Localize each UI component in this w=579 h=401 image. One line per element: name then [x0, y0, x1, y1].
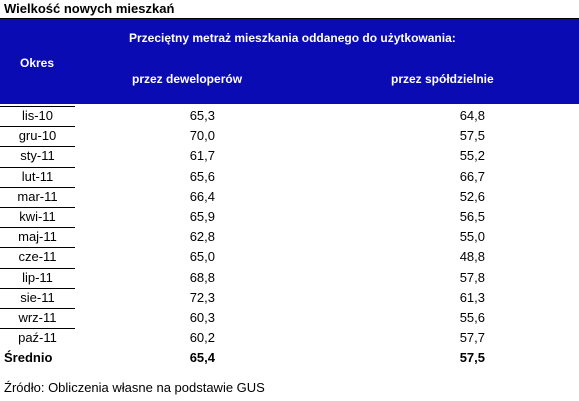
cooperatives-value: 64,8	[459, 108, 485, 123]
cooperatives-value: 55,0	[459, 229, 485, 245]
table-row: gru-10 70,0 57,5	[0, 126, 579, 146]
period-cell: mar-11	[17, 188, 58, 204]
cooperatives-value: 55,6	[459, 309, 485, 325]
row-separator	[0, 328, 75, 330]
period-cell: cze-11	[18, 249, 57, 265]
source-note: Źródło: Obliczenia własne na podstawie G…	[4, 380, 265, 395]
table-row: mar-11 66,4 52,6	[0, 186, 579, 207]
period-cell: maj-11	[18, 229, 57, 245]
period-cell: sty-11	[20, 148, 55, 164]
average-label: Średnio	[4, 350, 53, 366]
table-row: lut-11 65,6 66,7	[0, 166, 579, 187]
table-row: lis-10 65,3 64,8	[0, 106, 579, 126]
cooperatives-value: 57,5	[459, 128, 485, 144]
row-separator	[0, 247, 75, 249]
period-cell: sie-11	[20, 289, 55, 305]
table-row: lip-11 68,8 57,8	[0, 267, 579, 288]
period-cell: paź-11	[18, 330, 57, 346]
table-header: Okres Przeciętny metraż mieszkania oddan…	[0, 19, 579, 104]
developers-value: 60,2	[189, 330, 215, 346]
developers-value: 72,3	[189, 289, 215, 305]
period-cell: kwi-11	[19, 208, 56, 224]
row-separator	[0, 267, 75, 269]
table-row: wrz-11 60,3 55,6	[0, 307, 579, 328]
row-separator	[0, 186, 75, 188]
period-cell: gru-10	[18, 128, 57, 144]
developers-value: 68,8	[189, 269, 215, 285]
header-period: Okres	[20, 56, 55, 70]
period-cell: wrz-11	[18, 309, 57, 325]
developers-value: 70,0	[189, 128, 215, 144]
header-average-area: Przeciętny metraż mieszkania oddanego do…	[129, 31, 456, 45]
developers-value: 60,3	[189, 309, 215, 325]
cooperatives-value: 56,5	[459, 208, 485, 224]
period-cell: lut-11	[21, 168, 54, 184]
developers-value: 62,8	[189, 229, 215, 245]
average-cooperatives-value: 57,5	[459, 350, 485, 366]
cooperatives-value: 57,8	[459, 269, 485, 285]
average-row: Średnio 65,4 57,5	[0, 348, 579, 368]
row-separator	[0, 106, 75, 107]
average-developers-value: 65,4	[189, 350, 215, 366]
row-separator	[0, 307, 75, 309]
header-developers: przez deweloperów	[132, 72, 243, 86]
row-separator	[0, 287, 75, 289]
table-row: sty-11 61,7 55,2	[0, 146, 579, 166]
table-body: lis-10 65,3 64,8 gru-10 70,0 57,5 sty-11 61,7 55…	[0, 106, 579, 368]
period-cell: lip-11	[22, 269, 53, 285]
developers-value: 65,0	[189, 249, 215, 265]
row-separator	[0, 227, 75, 229]
row-separator	[0, 126, 75, 128]
row-separator	[0, 146, 75, 148]
table-row: paź-11 60,2 57,7	[0, 328, 579, 348]
row-separator	[0, 166, 75, 168]
developers-value: 66,4	[189, 188, 215, 204]
title-rule	[0, 18, 579, 19]
table-title: Wielkość nowych mieszkań	[4, 1, 175, 16]
developers-value: 65,6	[189, 168, 215, 184]
table-row: kwi-11 65,9 56,5	[0, 206, 579, 227]
developers-value: 61,7	[189, 148, 215, 164]
cooperatives-value: 52,6	[459, 188, 485, 204]
developers-value: 65,9	[189, 208, 215, 224]
row-separator	[0, 206, 75, 208]
developers-value: 65,3	[189, 108, 215, 123]
cooperatives-value: 66,7	[459, 168, 485, 184]
table-row: maj-11 62,8 55,0	[0, 227, 579, 247]
cooperatives-value: 55,2	[459, 148, 485, 164]
cooperatives-value: 61,3	[459, 289, 485, 305]
table-row: cze-11 65,0 48,8	[0, 247, 579, 267]
cooperatives-value: 48,8	[459, 249, 485, 265]
header-cooperatives: przez spółdzielnie	[391, 72, 494, 86]
table-row: sie-11 72,3 61,3	[0, 287, 579, 308]
period-cell: lis-10	[21, 108, 54, 123]
cooperatives-value: 57,7	[459, 330, 485, 346]
